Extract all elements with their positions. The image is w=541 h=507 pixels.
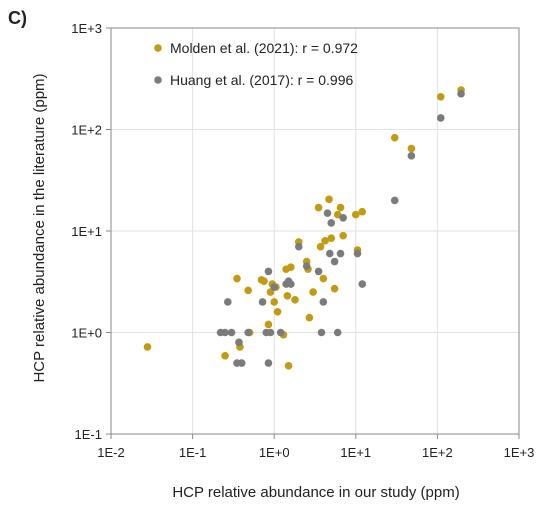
legend-marker <box>154 44 162 52</box>
series-0-point <box>330 284 339 293</box>
series-1-point <box>223 298 232 306</box>
series-1-point <box>221 328 229 337</box>
y-tick-label: 1E+3 <box>71 21 102 36</box>
series-1-point <box>327 219 336 227</box>
y-tick-label: 1E+0 <box>71 326 102 341</box>
data-points <box>143 86 465 370</box>
series-0-point <box>260 277 268 286</box>
series-1-point <box>330 257 339 266</box>
legend-label: Huang et al. (2017): r = 0.996 <box>170 72 353 88</box>
series-0-point <box>273 307 282 316</box>
series-1-point <box>302 262 311 270</box>
series-1-point <box>270 283 279 291</box>
x-axis-label: HCP relative abundance in our study (ppm… <box>172 484 459 501</box>
x-tick-label: 1E+1 <box>340 445 371 460</box>
panel-label: C) <box>8 8 27 28</box>
series-0-point <box>321 237 329 245</box>
series-1-point <box>319 298 328 306</box>
series-1-point <box>264 267 273 276</box>
x-tick-label: 1E+3 <box>504 445 535 460</box>
series-0-point <box>314 203 323 212</box>
series-1-point <box>457 89 465 98</box>
series-0-point <box>336 203 345 212</box>
series-0-point <box>352 210 360 219</box>
series-0-point <box>325 195 333 204</box>
legend: Molden et al. (2021): r = 0.972 Huang et … <box>154 40 358 88</box>
series-1-point <box>339 213 347 222</box>
series-0-point <box>436 92 445 101</box>
series-1-point <box>436 114 445 122</box>
series-1-point <box>276 328 285 337</box>
series-0-point <box>284 361 293 370</box>
series-1-point <box>314 267 323 276</box>
series-0-point <box>244 286 252 295</box>
y-tick-label: 1E+1 <box>71 224 102 239</box>
series-0-point <box>309 288 317 296</box>
series-1-point <box>264 359 273 367</box>
series-0-point <box>291 295 299 304</box>
axis-ticks: 1E-2 1E-1 1E+0 1E+1 1E+2 1E+3 1E-1 1E+0 1E+1 1E+2… <box>71 21 534 460</box>
x-tick-label: 1E+2 <box>422 445 453 460</box>
series-0-point <box>327 234 336 242</box>
series-0-point <box>305 313 314 322</box>
series-0-point <box>316 242 325 251</box>
x-tick-label: 1E-1 <box>179 445 206 460</box>
series-1-point <box>235 338 243 347</box>
series-0-point <box>339 231 347 240</box>
series-1-point <box>237 359 246 367</box>
series-1-point <box>258 298 267 306</box>
series-1-point <box>353 249 362 258</box>
y-tick-label: 1E+2 <box>71 123 102 138</box>
y-tick-label: 1E-1 <box>75 427 102 442</box>
series-0-point <box>221 351 229 360</box>
series-1-point <box>266 328 275 337</box>
series-1-point <box>333 328 342 337</box>
legend-label: Molden et al. (2021): r = 0.972 <box>170 40 358 56</box>
series-1-point <box>227 328 236 337</box>
series-0-point <box>283 291 292 300</box>
x-tick-label: 1E-2 <box>97 445 124 460</box>
series-0-point <box>407 144 416 153</box>
series-1-point <box>390 196 399 205</box>
series-1-point <box>325 249 334 258</box>
series-0-point <box>270 298 279 306</box>
series-1-point <box>287 280 295 288</box>
series-1-point <box>323 209 332 217</box>
series-0-point <box>264 320 273 329</box>
series-1-point <box>407 152 416 160</box>
series-0-point <box>233 274 241 283</box>
series-1-point <box>317 328 326 337</box>
series-1-point <box>336 249 345 258</box>
series-0-point <box>358 207 367 216</box>
y-axis-label: HCP relative abundance in the literature… <box>31 73 48 382</box>
series-1-point <box>244 328 252 337</box>
legend-marker <box>154 76 162 84</box>
series-0-point <box>287 263 295 271</box>
series-1-point <box>358 280 367 288</box>
series-0-point <box>143 343 152 351</box>
series-0-point <box>390 133 399 142</box>
x-tick-label: 1E+0 <box>259 445 290 460</box>
series-0-point <box>319 274 328 283</box>
series-1-point <box>294 242 303 251</box>
